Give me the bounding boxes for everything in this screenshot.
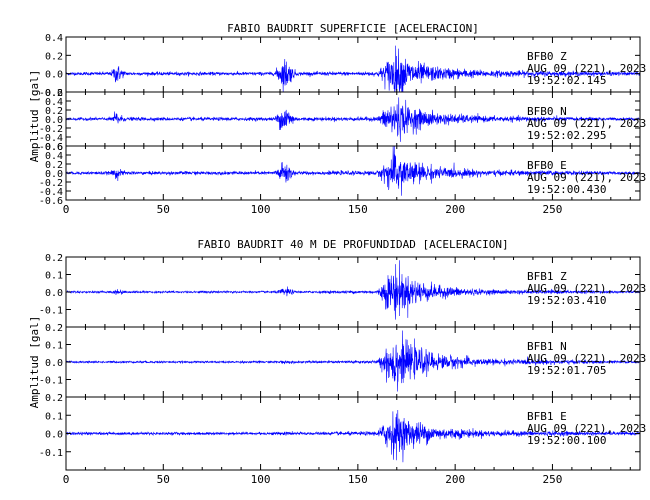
waveform-trace xyxy=(65,410,640,463)
y-tick-label: 0.0 xyxy=(45,358,63,369)
chart-title: FABIO BAUDRIT SUPERFICIE [ACELERACION] xyxy=(227,22,479,35)
y-tick-label: 0.0 xyxy=(45,169,63,180)
waveform-trace xyxy=(65,260,640,320)
x-tick-label: 150 xyxy=(348,473,368,486)
x-tick-label: 250 xyxy=(543,203,563,216)
station-date: AUG 09 (221), 2023 xyxy=(527,282,646,295)
x-tick-label: 200 xyxy=(445,203,465,216)
station-time: 19:52:00.430 xyxy=(527,183,606,196)
y-tick-label: -0.6 xyxy=(39,142,63,153)
y-tick-label: -0.2 xyxy=(39,124,63,135)
chart-title: FABIO BAUDRIT 40 M DE PROFUNDIDAD [ACELE… xyxy=(197,238,508,251)
y-tick-label: 0.1 xyxy=(45,271,63,282)
waveform-trace xyxy=(65,97,641,142)
station-label: BFB1 Z xyxy=(527,270,567,283)
station-date: AUG 09 (221), 2023 xyxy=(527,352,646,365)
y-tick-label: 0.1 xyxy=(45,341,63,352)
x-tick-label: 250 xyxy=(543,473,563,486)
y-tick-label: 0.2 xyxy=(45,253,63,264)
x-tick-label: 150 xyxy=(348,203,368,216)
y-tick-label: 0.4 xyxy=(45,33,63,44)
y-tick-label: -0.2 xyxy=(39,178,63,189)
station-label: BFB1 E xyxy=(527,410,567,423)
y-axis-label: Amplitud [gal] xyxy=(28,316,41,409)
y-tick-label: -0.4 xyxy=(39,133,63,144)
station-time: 19:52:01.705 xyxy=(527,364,606,377)
y-tick-label: 0.2 xyxy=(45,160,63,171)
y-tick-label: 0.1 xyxy=(45,411,63,422)
x-tick-label: 100 xyxy=(251,473,271,486)
station-time: 19:52:00.100 xyxy=(527,434,606,447)
station-time: 19:52:02.145 xyxy=(527,74,606,87)
y-tick-label: 0.4 xyxy=(45,97,63,108)
station-label: BFB0 Z xyxy=(527,50,567,63)
y-tick-label: 0.0 xyxy=(45,288,63,299)
y-tick-label: -0.1 xyxy=(39,448,63,459)
x-tick-label: 100 xyxy=(251,203,271,216)
x-tick-label: 0 xyxy=(63,473,70,486)
x-tick-label: 200 xyxy=(445,473,465,486)
y-tick-label: 0.4 xyxy=(45,151,63,162)
y-tick-label: -0.1 xyxy=(39,306,63,317)
y-axis-label: Amplitud [gal] xyxy=(28,70,41,163)
station-label: BFB0 N xyxy=(527,105,567,118)
station-date: AUG 09 (221), 2023 xyxy=(527,171,646,184)
station-label: BFB1 N xyxy=(527,340,567,353)
y-tick-label: 0.0 xyxy=(45,70,63,81)
y-tick-label: 0.0 xyxy=(45,430,63,441)
y-tick-label: -0.2 xyxy=(39,88,63,99)
station-label: BFB0 E xyxy=(527,159,567,172)
station-date: AUG 09 (221), 2023 xyxy=(527,62,646,75)
waveform-trace xyxy=(65,145,641,196)
y-tick-label: 0.6 xyxy=(45,142,63,153)
waveform-trace xyxy=(65,330,641,392)
y-tick-label: 0.6 xyxy=(45,88,63,99)
y-tick-label: -0.1 xyxy=(39,376,63,387)
y-tick-label: -0.6 xyxy=(39,196,63,207)
station-time: 19:52:03.410 xyxy=(527,294,606,307)
station-time: 19:52:02.295 xyxy=(527,129,606,142)
x-tick-label: 50 xyxy=(157,473,170,486)
y-tick-label: -0.4 xyxy=(39,187,63,198)
x-tick-label: 0 xyxy=(63,203,70,216)
station-date: AUG 09 (221), 2023 xyxy=(527,117,646,130)
y-tick-label: 0.2 xyxy=(45,106,63,117)
y-tick-label: 0.2 xyxy=(45,51,63,62)
y-tick-label: 0.2 xyxy=(45,323,63,334)
waveform-trace xyxy=(65,45,641,93)
station-date: AUG 09 (221), 2023 xyxy=(527,422,646,435)
y-tick-label: 0.0 xyxy=(45,115,63,126)
y-tick-label: 0.2 xyxy=(45,393,63,404)
x-tick-label: 50 xyxy=(157,203,170,216)
